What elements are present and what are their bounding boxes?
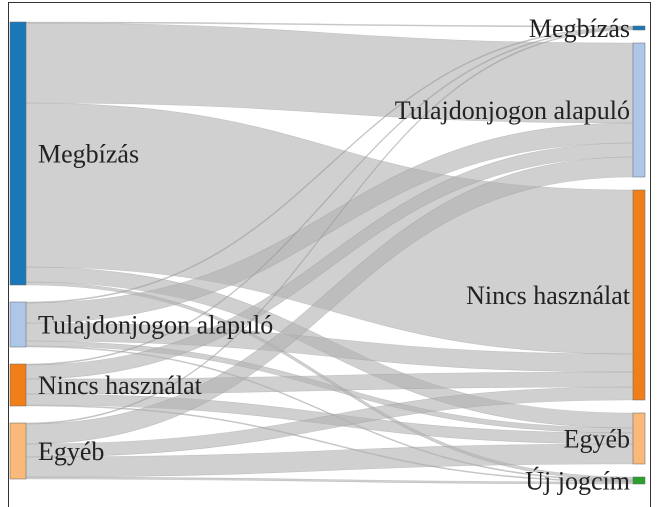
target-node	[632, 25, 646, 31]
source-node	[9, 301, 27, 348]
frame	[8, 2, 651, 507]
target-node	[632, 476, 646, 485]
target-label: Megbízás	[529, 14, 630, 43]
target-label: Nincs használat	[466, 281, 631, 310]
target-node	[632, 412, 646, 465]
source-label: Megbízás	[38, 140, 139, 169]
target-label: Új jogcím	[525, 467, 630, 496]
target-node	[632, 189, 646, 401]
source-node	[9, 21, 27, 286]
target-label: Egyéb	[564, 425, 630, 454]
links	[25, 21, 634, 485]
target-label: Tulajdonjogon alapuló	[395, 96, 630, 125]
source-label: Egyéb	[38, 437, 104, 466]
source-label: Tulajdonjogon alapuló	[38, 311, 273, 340]
target-node	[632, 42, 646, 178]
source-label: Nincs használat	[38, 371, 203, 400]
source-node	[9, 422, 27, 480]
source-node	[9, 363, 27, 407]
